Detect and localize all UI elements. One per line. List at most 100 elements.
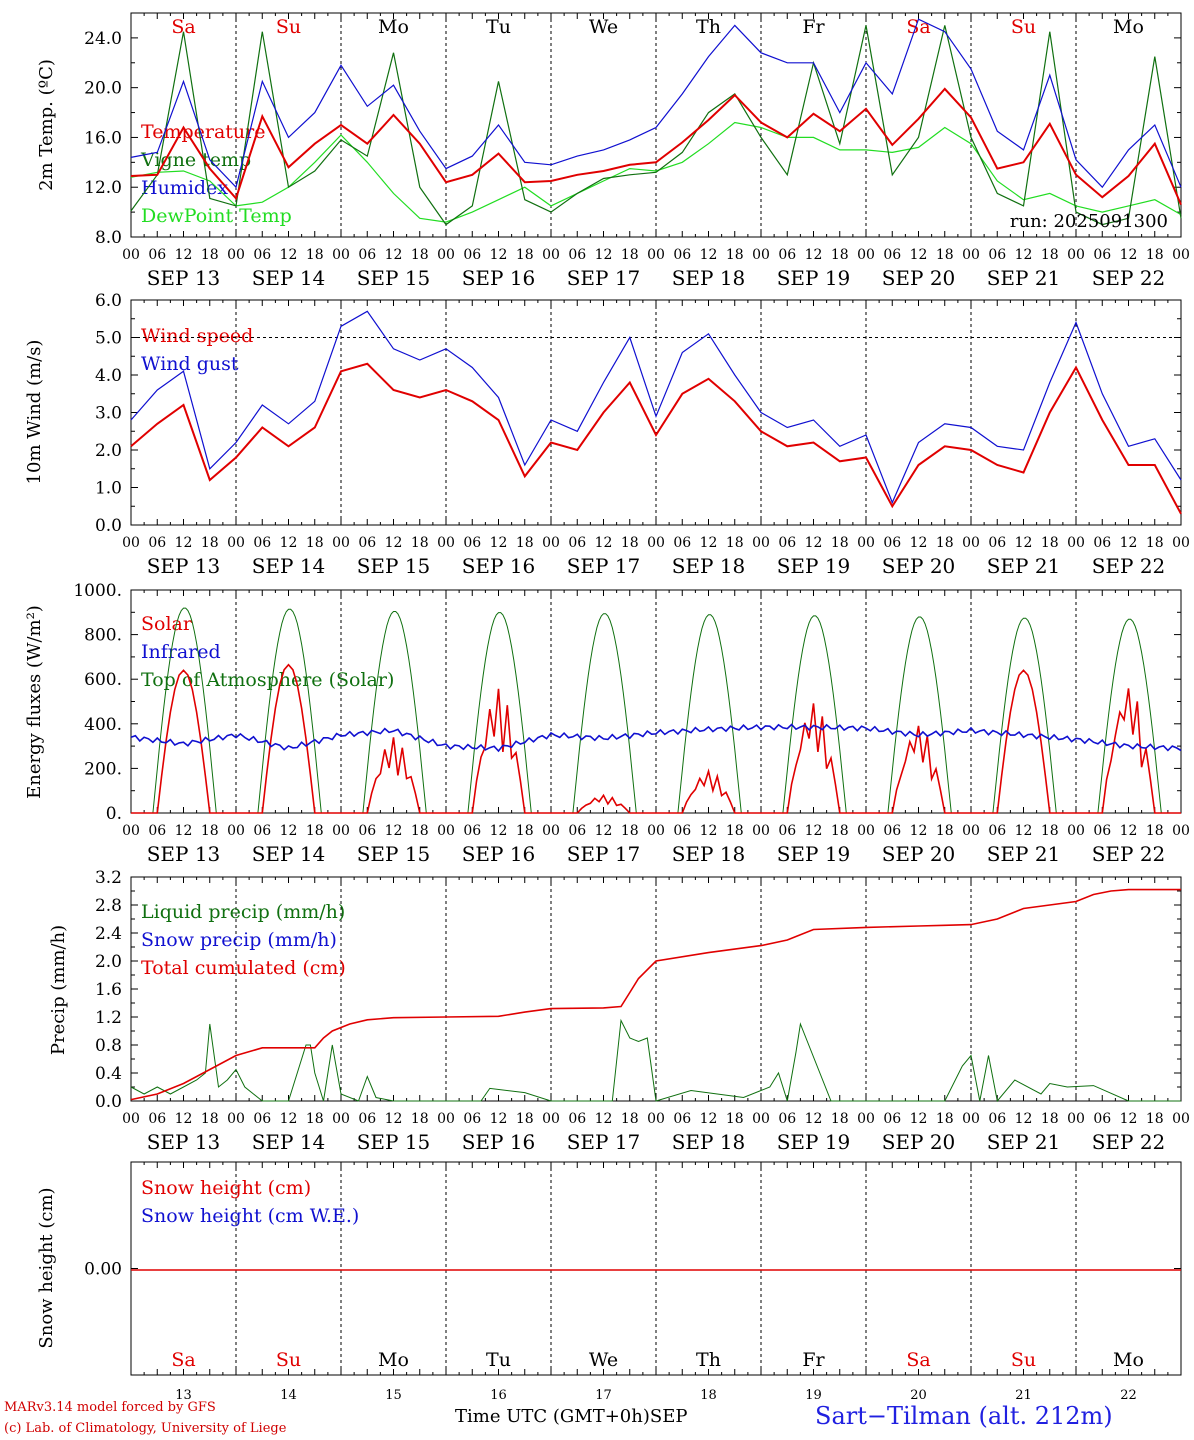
series-line-blue [130, 310, 1182, 505]
x-hour-label: 00 [122, 535, 140, 551]
x-hour-label: 06 [568, 247, 586, 263]
x-hour-label: 18 [831, 535, 849, 551]
day-number-label: 16 [490, 1388, 507, 1403]
x-hour-label: 00 [437, 823, 455, 839]
x-hour-label: 18 [201, 535, 219, 551]
x-hour-label: 06 [148, 1111, 166, 1127]
x-hour-label: 06 [358, 823, 376, 839]
weekday-label: Th [696, 16, 721, 38]
x-day-label: SEP 21 [987, 554, 1061, 578]
y-tick-label: 1.2 [95, 1008, 122, 1028]
x-hour-label: 00 [962, 247, 980, 263]
x-hour-label: 18 [831, 247, 849, 263]
x-hour-label: 12 [1120, 247, 1138, 263]
credit-line-2: (c) Lab. of Climatology, University of L… [4, 1421, 287, 1436]
y-tick-label: 2.8 [95, 896, 122, 916]
x-hour-label: 00 [752, 1111, 770, 1127]
y-tick-label: 0.8 [95, 1036, 122, 1056]
legend-entry-blue: Snow height (cm W.E.) [141, 1205, 359, 1227]
x-hour-label: 00 [542, 247, 560, 263]
x-hour-label: 18 [1041, 1111, 1059, 1127]
y-axis-label: Energy fluxes (W/m²) [24, 605, 45, 799]
x-hour-label: 06 [673, 823, 691, 839]
x-hour-label: 18 [1041, 823, 1059, 839]
x-hour-label: 06 [1093, 823, 1111, 839]
x-hour-label: 00 [437, 1111, 455, 1127]
x-day-label: SEP 16 [462, 842, 536, 866]
legend-entry-red: Snow height (cm) [141, 1177, 311, 1199]
x-hour-label: 18 [201, 1111, 219, 1127]
y-tick-label: 1.0 [95, 479, 122, 499]
y-tick-label: 4.0 [95, 366, 122, 386]
x-day-label: SEP 15 [357, 266, 431, 290]
x-hour-label: 18 [726, 823, 744, 839]
x-hour-label: 12 [700, 823, 718, 839]
x-hour-label: 00 [752, 535, 770, 551]
x-day-label: SEP 19 [777, 1130, 851, 1154]
x-hour-label: 00 [542, 1111, 560, 1127]
x-hour-label: 12 [385, 535, 403, 551]
x-hour-label: 12 [175, 535, 193, 551]
series-line-red [130, 362, 1182, 515]
weekday-label: We [589, 1349, 618, 1371]
weekday-label: Su [276, 1349, 301, 1371]
x-day-label: SEP 13 [147, 554, 221, 578]
location-label: Sart−Tilman (alt. 212m) [815, 1402, 1113, 1430]
x-hour-label: 12 [595, 823, 613, 839]
x-day-label: SEP 18 [672, 266, 746, 290]
x-hour-label: 12 [700, 1111, 718, 1127]
legend-entry-blue: Snow precip (mm/h) [141, 929, 337, 951]
x-hour-label: 12 [1120, 1111, 1138, 1127]
y-tick-label: 16.0 [84, 128, 122, 148]
x-hour-label: 12 [490, 1111, 508, 1127]
x-hour-label: 12 [910, 1111, 928, 1127]
x-hour-label: 18 [1146, 823, 1164, 839]
legend-entry-red: Solar [141, 613, 193, 635]
y-tick-label: 0.0 [95, 516, 122, 536]
y-tick-label: 0.0 [95, 1092, 122, 1112]
x-day-label: SEP 17 [567, 554, 641, 578]
solar-line [131, 663, 1181, 814]
x-hour-label: 18 [306, 247, 324, 263]
x-hour-label: 18 [936, 1111, 954, 1127]
weekday-label: Fr [802, 1349, 825, 1371]
weekday-label: Sa [171, 1349, 195, 1371]
x-day-label: SEP 14 [252, 266, 326, 290]
x-day-label: SEP 13 [147, 1130, 221, 1154]
x-hour-label: 06 [778, 1111, 796, 1127]
x-hour-label: 00 [332, 1111, 350, 1127]
y-tick-label: 800. [84, 626, 122, 646]
day-number-label: 22 [1120, 1388, 1137, 1403]
y-tick-label: 0.4 [95, 1064, 122, 1084]
x-day-label: SEP 16 [462, 1130, 536, 1154]
x-day-label: SEP 17 [567, 1130, 641, 1154]
x-hour-label: 06 [148, 535, 166, 551]
x-day-label: SEP 14 [252, 1130, 326, 1154]
x-hour-label: 12 [1015, 1111, 1033, 1127]
y-axis-label: 2m Temp. (ºC) [36, 59, 57, 191]
day-number-label: 15 [385, 1388, 402, 1403]
x-day-label: SEP 20 [882, 1130, 956, 1154]
x-hour-label: 00 [962, 1111, 980, 1127]
x-hour-label: 00 [1067, 535, 1085, 551]
x-hour-label: 18 [831, 1111, 849, 1127]
x-hour-label: 06 [883, 1111, 901, 1127]
x-hour-label: 18 [411, 1111, 429, 1127]
x-hour-label: 12 [595, 535, 613, 551]
x-hour-label: 12 [805, 1111, 823, 1127]
x-day-label: SEP 13 [147, 266, 221, 290]
x-hour-label: 18 [411, 247, 429, 263]
x-day-label: SEP 22 [1092, 842, 1166, 866]
x-hour-label: 06 [673, 535, 691, 551]
x-hour-label: 06 [778, 247, 796, 263]
x-hour-label: 00 [227, 247, 245, 263]
x-day-label: SEP 14 [252, 842, 326, 866]
x-hour-label: 00 [1172, 247, 1190, 263]
x-hour-label: 12 [175, 1111, 193, 1127]
x-hour-label: 18 [516, 1111, 534, 1127]
x-hour-label: 06 [253, 1111, 271, 1127]
x-hour-label: 00 [332, 535, 350, 551]
x-hour-label: 18 [516, 535, 534, 551]
x-hour-label: 18 [1146, 247, 1164, 263]
x-hour-label: 00 [332, 247, 350, 263]
